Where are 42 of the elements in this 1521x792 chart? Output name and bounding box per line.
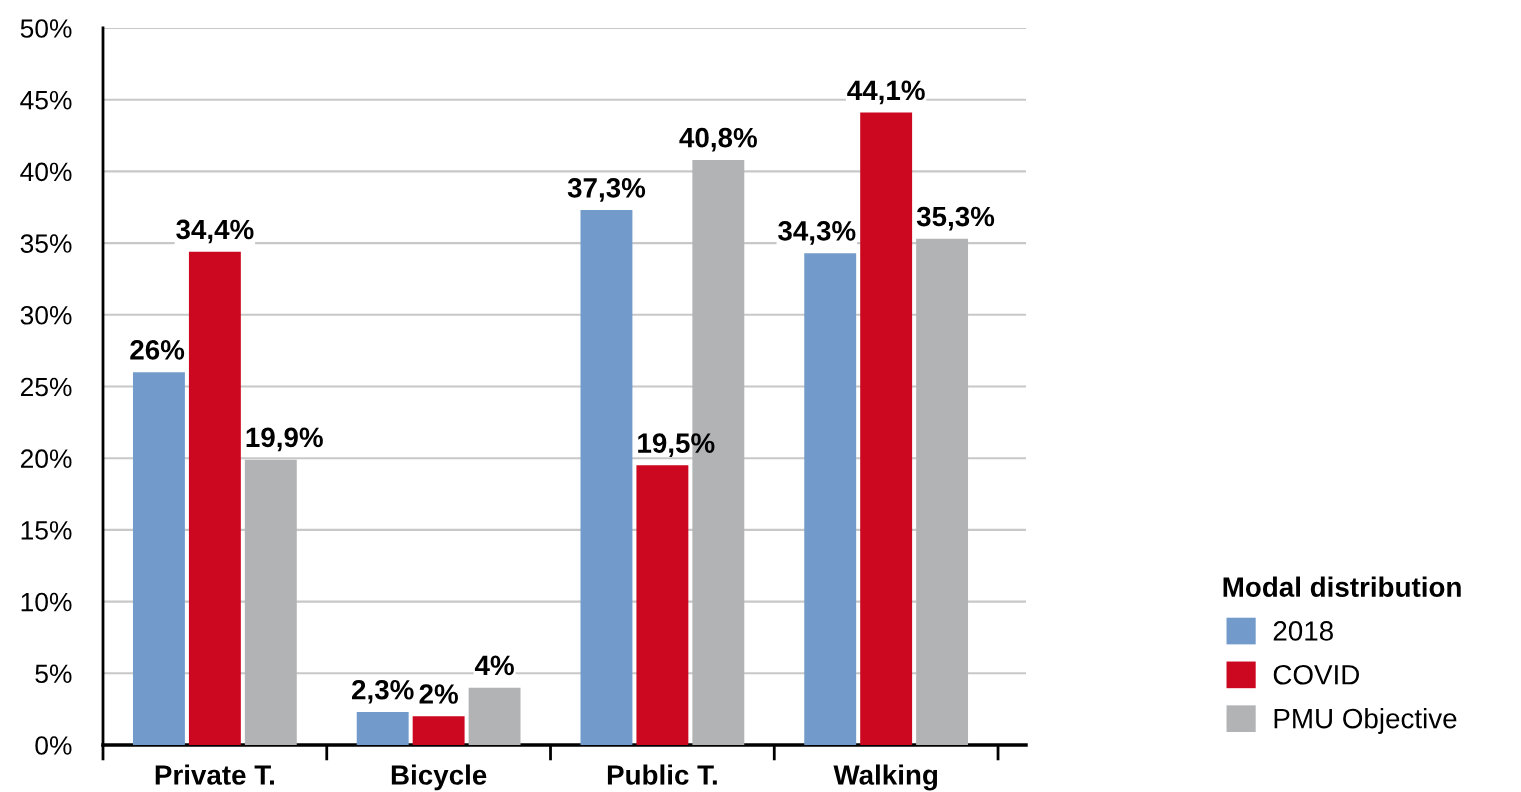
data-label: 19,5%	[638, 433, 715, 457]
data-label: 40,8%	[679, 127, 757, 152]
data-label: 19,9%	[246, 427, 323, 452]
y-tick-label: 0%	[35, 736, 72, 755]
data-label: 35,3%	[916, 206, 995, 231]
y-tick-label: 10%	[21, 592, 72, 612]
bar	[412, 716, 465, 745]
bar	[188, 251, 241, 745]
bar	[356, 712, 409, 745]
bar	[468, 687, 521, 745]
x-tick-label: Bicycle	[391, 764, 487, 791]
bar	[244, 459, 297, 745]
bar	[132, 372, 185, 745]
data-label: 34,3%	[778, 221, 856, 245]
bar	[860, 112, 913, 745]
legend-title: Modal distribution	[1223, 576, 1461, 597]
y-tick-label: 30%	[20, 305, 72, 325]
y-tick-label: 25%	[20, 377, 72, 397]
y-tick-label: 45%	[20, 90, 72, 110]
data-label: 4%	[474, 655, 514, 676]
legend-label: PMU Objective	[1274, 707, 1457, 734]
x-tick-label: Walking	[833, 764, 938, 791]
bar	[636, 465, 689, 745]
x-tick-label: Private T.	[155, 764, 274, 785]
y-tick-label: 15%	[21, 521, 72, 540]
data-label: 44,1%	[847, 80, 925, 105]
bar	[916, 238, 969, 745]
legend-label: COVID	[1273, 664, 1359, 685]
data-label: 2%	[419, 684, 458, 704]
y-tick-label: 35%	[20, 234, 72, 253]
y-tick-label: 40%	[20, 162, 72, 182]
bar	[580, 210, 633, 745]
y-tick-label: 20%	[20, 449, 72, 469]
data-label: 2,3%	[352, 679, 414, 704]
data-label: 37,3%	[567, 178, 646, 202]
legend-label: 2018	[1273, 621, 1333, 641]
data-label: 26%	[130, 340, 185, 360]
data-label: 34,4%	[176, 219, 254, 244]
y-tick-label: 5%	[35, 664, 72, 684]
bar	[804, 253, 857, 745]
x-tick-label: Public T.	[607, 764, 717, 785]
y-tick-label: 50%	[20, 19, 72, 38]
